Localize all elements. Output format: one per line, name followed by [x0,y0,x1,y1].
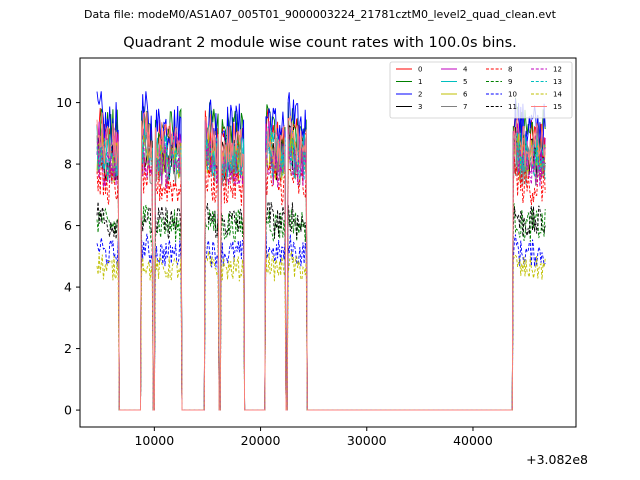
legend-label-10: 10 [508,91,517,99]
y-tick-label: 0 [64,403,72,418]
series-line-7 [96,133,546,411]
y-tick-label: 4 [64,280,72,295]
legend-label-9: 9 [508,78,512,86]
x-tick-label: 30000 [347,433,387,448]
y-tick-label: 8 [64,157,72,172]
legend-label-0: 0 [418,66,422,74]
series-line-12 [96,136,546,411]
axis-ticks: 10000 20000 30000 40000 0 2 4 6 8 10 [56,95,493,448]
legend-box [389,61,573,119]
data-file-label: Data file: modeM0/AS1A07_005T01_90000032… [84,8,556,21]
legend-label-3: 3 [418,103,422,111]
chart-title: Quadrant 2 module wise count rates with … [123,35,517,51]
series-line-10 [96,233,546,411]
series-line-3 [96,124,546,411]
legend-label-7: 7 [463,103,467,111]
x-tick-label: 40000 [453,433,493,448]
legend-label-4: 4 [463,66,468,74]
series-line-14 [96,250,546,411]
legend-label-12: 12 [553,66,562,74]
legend-label-11: 11 [508,103,517,111]
x-axis-offset-label: +3.082e8 [526,452,588,467]
plot-frame [79,57,577,428]
series-line-8 [96,156,546,411]
x-tick-label: 10000 [134,433,174,448]
legend-label-1: 1 [418,78,422,86]
series-line-11 [96,200,546,411]
y-tick-label: 6 [64,218,72,233]
series-line-6 [96,129,546,411]
series-line-9 [96,203,546,411]
series-layer [96,91,546,411]
legend-label-5: 5 [463,78,467,86]
series-line-13 [96,125,546,411]
legend-label-15: 15 [553,103,562,111]
legend-label-6: 6 [463,91,468,99]
legend-label-2: 2 [418,91,422,99]
x-tick-label: 20000 [241,433,281,448]
y-tick-label: 10 [56,95,72,110]
legend-label-8: 8 [508,66,512,74]
legend-label-13: 13 [553,78,562,86]
legend-label-14: 14 [553,91,562,99]
y-tick-label: 2 [64,341,72,356]
series-line-15 [96,111,546,411]
